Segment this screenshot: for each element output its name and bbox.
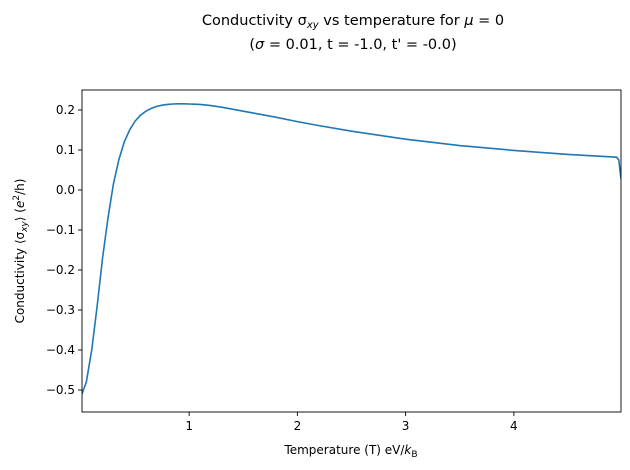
y-tick-label: 0.2 bbox=[56, 103, 75, 117]
chart-title-line-1: Conductivity σxy vs temperature for μ = … bbox=[202, 13, 504, 31]
chart-title-line-2: (σ = 0.01, t = -1.0, t' = -0.0) bbox=[249, 37, 456, 53]
y-tick-label: 0.0 bbox=[56, 183, 75, 197]
y-tick-label: 0.1 bbox=[56, 143, 75, 157]
y-tick-label: −0.5 bbox=[46, 383, 75, 397]
plot-area bbox=[81, 89, 622, 413]
x-tick-label: 4 bbox=[510, 419, 518, 433]
series-line-conductivity bbox=[82, 103, 621, 395]
x-tick-label: 3 bbox=[402, 419, 410, 433]
y-axis-label: Conductivity ⟨σxy⟩ (e2/h) bbox=[12, 179, 30, 324]
y-tick-label: −0.1 bbox=[46, 223, 75, 237]
x-tick-label: 1 bbox=[185, 419, 193, 433]
y-axis-ticks: 0.2 0.1 0.0 −0.1 −0.2 −0.3 −0.4 −0.5 bbox=[46, 103, 82, 397]
x-tick-label: 2 bbox=[294, 419, 302, 433]
y-tick-label: −0.4 bbox=[46, 343, 75, 357]
y-tick-label: −0.3 bbox=[46, 303, 75, 317]
chart-title: Conductivity σxy vs temperature for μ = … bbox=[202, 13, 504, 53]
x-axis-ticks: 1 2 3 4 bbox=[185, 412, 518, 433]
plot-frame bbox=[81, 89, 622, 413]
y-tick-label: −0.2 bbox=[46, 263, 75, 277]
x-axis-label: Temperature (T) eV/kB bbox=[283, 443, 417, 460]
